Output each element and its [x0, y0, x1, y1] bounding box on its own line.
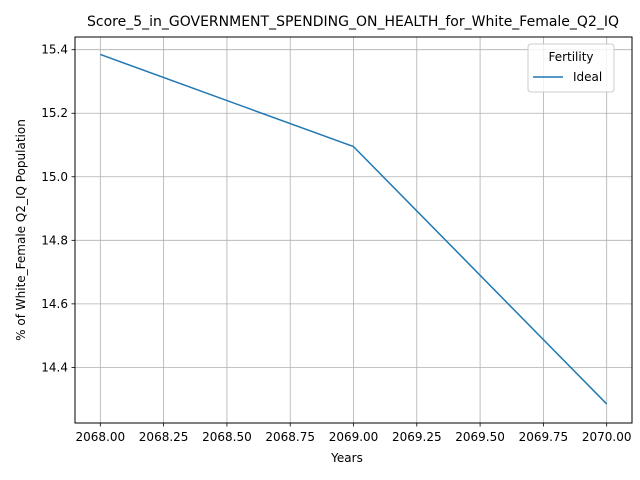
y-tick-label: 14.4	[41, 360, 68, 374]
x-tick-label: 2068.25	[139, 430, 189, 444]
x-tick-label: 2069.75	[519, 430, 569, 444]
legend-title: Fertility	[548, 50, 593, 64]
grid	[75, 37, 632, 423]
chart-title: Score_5_in_GOVERNMENT_SPENDING_ON_HEALTH…	[87, 14, 619, 30]
series-layer	[100, 53, 608, 405]
y-tick-label: 14.8	[41, 233, 68, 247]
legend-label-ideal: Ideal	[573, 70, 602, 84]
legend-box	[527, 43, 615, 93]
x-axis: 2068.00 2068.25 2068.50 2068.75 2069.00 2069.…	[76, 423, 632, 444]
y-axis: 14.4 14.6 14.8 15.0 15.2 15.4	[41, 43, 75, 374]
x-tick-label: 2069.50	[455, 430, 505, 444]
y-tick-label: 15.4	[41, 43, 68, 57]
y-tick-label: 15.2	[41, 106, 68, 120]
x-tick-label: 2068.50	[202, 430, 252, 444]
y-tick-label: 15.0	[41, 170, 68, 184]
x-tick-label: 2068.00	[76, 430, 126, 444]
x-tick-label: 2070.00	[582, 430, 632, 444]
legend: Fertility Ideal	[527, 43, 615, 93]
x-tick-label: 2068.75	[265, 430, 315, 444]
x-tick-label: 2069.00	[329, 430, 379, 444]
y-axis-label: % of White_Female Q2_IQ Population	[14, 119, 28, 341]
y-tick-label: 14.6	[41, 297, 68, 311]
x-axis-label: Years	[330, 451, 363, 465]
x-tick-label: 2069.25	[392, 430, 442, 444]
